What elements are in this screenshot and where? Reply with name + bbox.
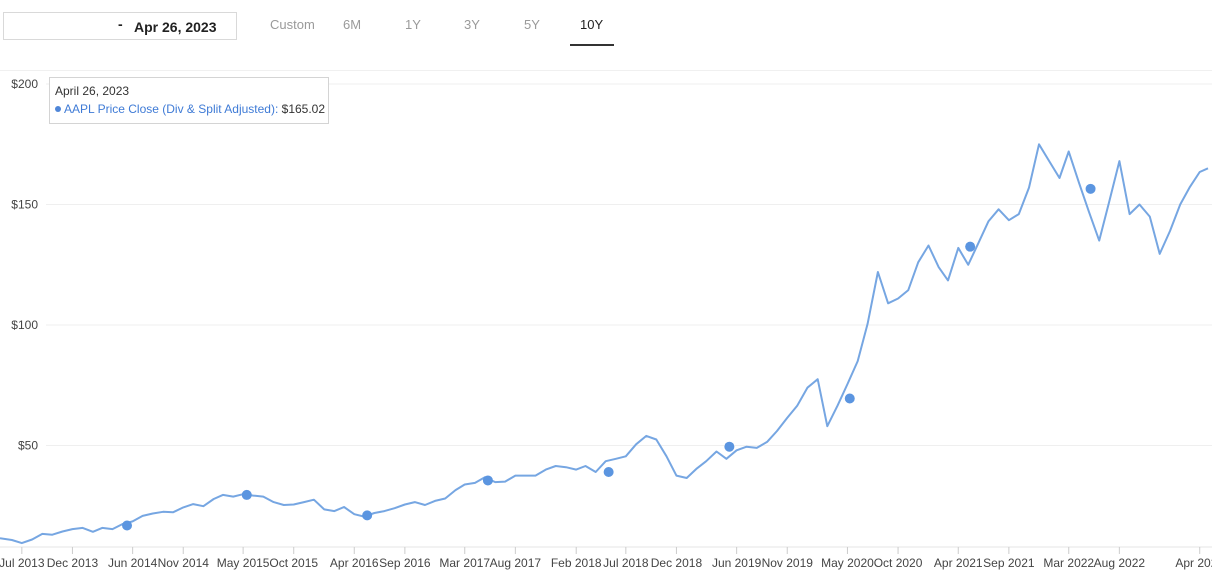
x-tick-label: Dec 2013	[47, 556, 99, 570]
x-tick-label: Aug 2022	[1094, 556, 1146, 570]
series-line	[0, 143, 1209, 545]
x-tick-label: Dec 2018	[651, 556, 703, 570]
tab-5y[interactable]: 5Y	[524, 17, 540, 32]
event-marker	[241, 489, 252, 500]
tab-3y[interactable]: 3Y	[464, 17, 480, 32]
chart-tooltip: April 26, 2023 AAPL Price Close (Div & S…	[49, 77, 329, 124]
x-tick-label: Jun 2014	[108, 556, 158, 570]
tab-custom[interactable]: Custom	[270, 17, 315, 32]
y-tick-label: $200	[11, 77, 38, 91]
header-divider	[0, 70, 1212, 71]
x-tick-label: May 2020	[821, 556, 874, 570]
y-tick-label: $50	[18, 439, 38, 453]
x-tick-label: Jul 2013	[0, 556, 45, 570]
y-tick-label: $150	[11, 198, 38, 212]
tooltip-date: April 26, 2023	[55, 84, 130, 98]
date-range-end[interactable]: Apr 26, 2023	[134, 19, 217, 35]
x-tick-label: Mar 2022	[1043, 556, 1094, 570]
event-marker	[844, 393, 855, 404]
x-tick-label: Mar 2017	[439, 556, 490, 570]
tab-6m[interactable]: 6M	[343, 17, 362, 32]
tab-10y[interactable]: 10Y	[580, 17, 604, 32]
x-tick-label: Oct 2015	[269, 556, 318, 570]
date-range-separator: -	[118, 16, 123, 32]
x-tick-label: Sep 2016	[379, 556, 431, 570]
x-tick-label: Apr 2023	[1175, 556, 1212, 570]
x-tick-label: Nov 2014	[158, 556, 210, 570]
tab-1y[interactable]: 1Y	[405, 17, 421, 32]
x-tick-label: May 2015	[217, 556, 270, 570]
event-marker	[362, 510, 373, 521]
event-marker	[482, 475, 493, 486]
x-tick-label: Aug 2017	[490, 556, 542, 570]
x-tick-label: Sep 2021	[983, 556, 1035, 570]
x-tick-label: Apr 2016	[330, 556, 379, 570]
date-range-picker[interactable]: - Apr 26, 2023	[3, 12, 237, 40]
event-marker	[603, 467, 614, 478]
x-tick-label: Jul 2018	[603, 556, 649, 570]
y-tick-label: $100	[11, 318, 38, 332]
x-tick-label: Oct 2020	[874, 556, 923, 570]
tooltip-value: $165.02	[281, 102, 326, 116]
tooltip-series-line: AAPL Price Close (Div & Split Adjusted):…	[55, 102, 325, 116]
x-tick-label: Feb 2018	[551, 556, 602, 570]
x-tick-label: Jun 2019	[712, 556, 762, 570]
tooltip-series-dot	[55, 105, 61, 112]
active-tab-indicator	[570, 44, 614, 46]
tooltip-series-label: AAPL Price Close (Div & Split Adjusted):	[64, 102, 279, 116]
event-marker	[724, 441, 735, 452]
x-tick-label: Nov 2019	[762, 556, 814, 570]
event-marker	[122, 520, 133, 531]
x-tick-label: Apr 2021	[934, 556, 983, 570]
event-marker	[1085, 183, 1096, 194]
event-marker	[965, 241, 976, 252]
